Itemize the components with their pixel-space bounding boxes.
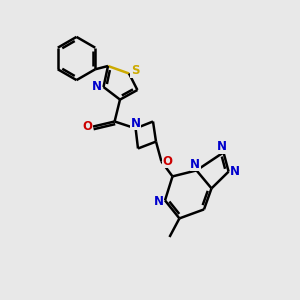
Text: N: N	[190, 158, 200, 171]
Text: N: N	[153, 195, 164, 208]
Text: O: O	[162, 155, 172, 168]
Text: N: N	[92, 80, 102, 93]
Text: N: N	[130, 116, 141, 130]
Text: N: N	[217, 140, 227, 154]
Text: S: S	[131, 64, 139, 77]
Text: O: O	[82, 120, 93, 133]
Text: N: N	[230, 165, 240, 178]
